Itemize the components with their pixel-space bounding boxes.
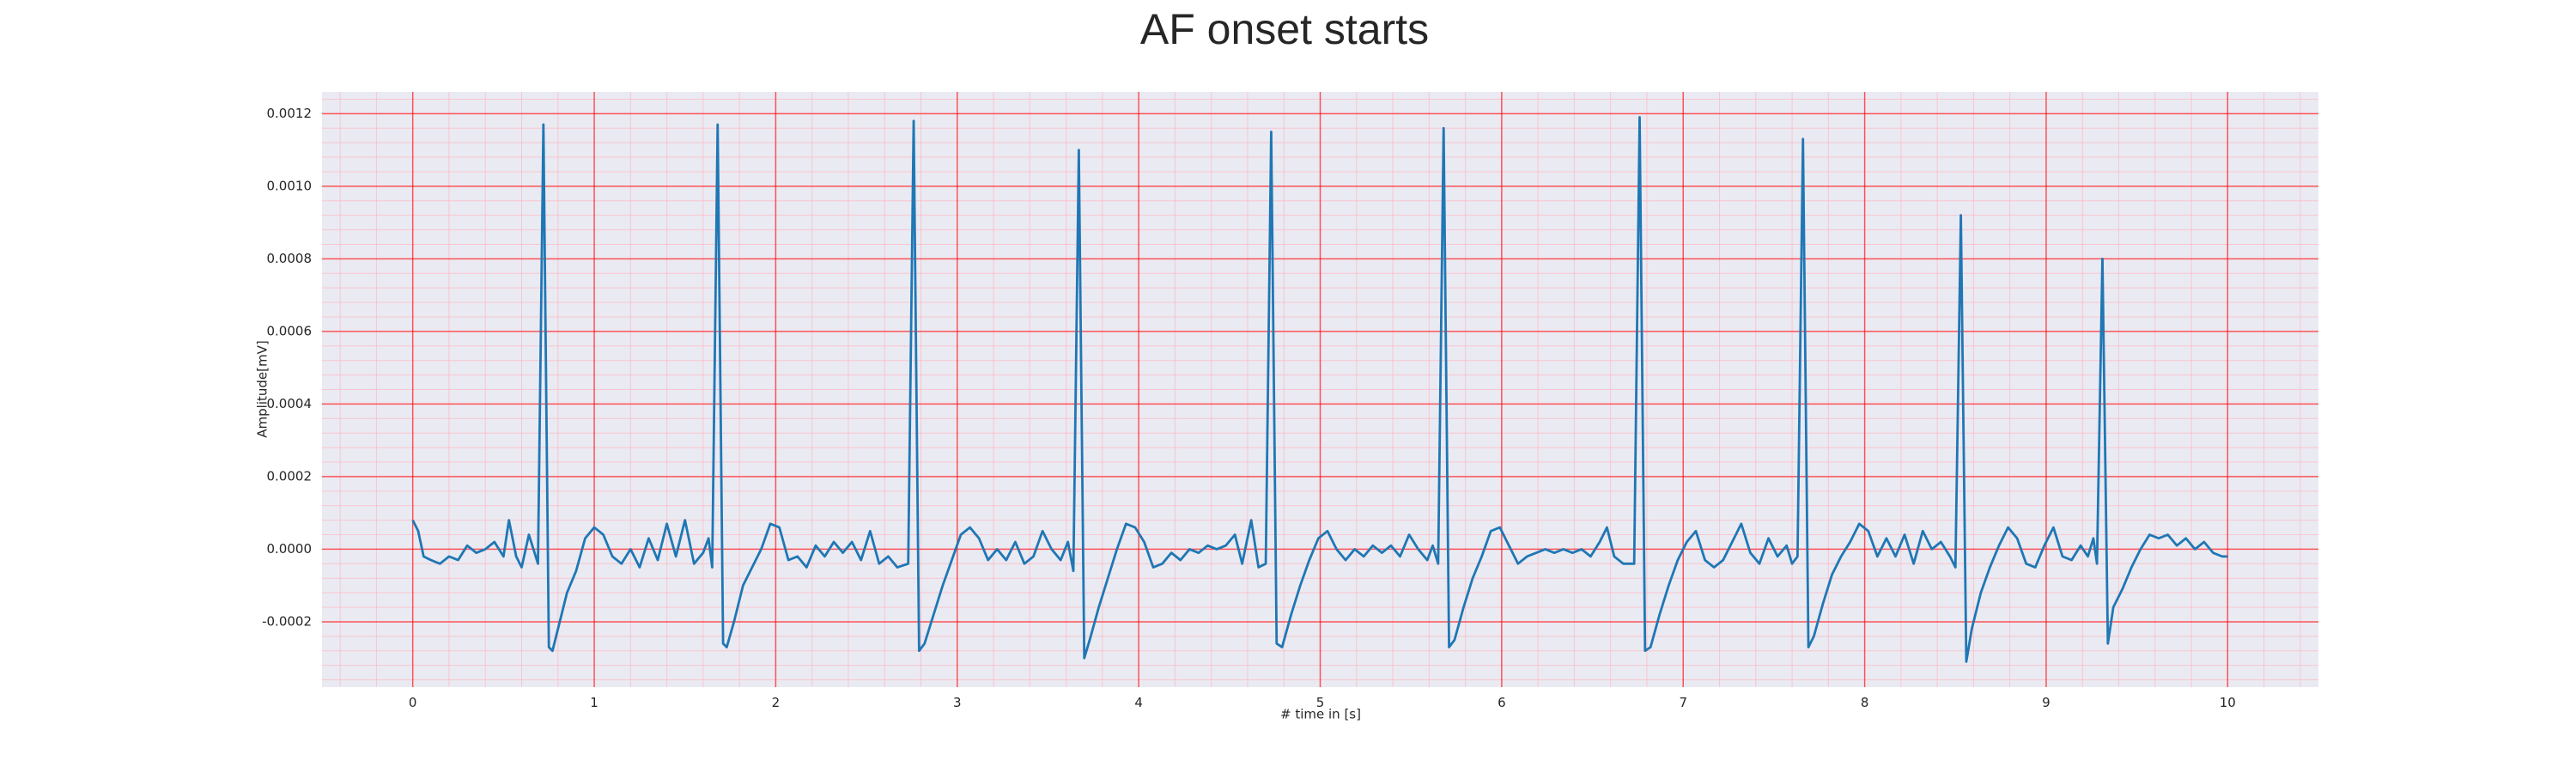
chart-title: AF onset starts <box>1140 5 1429 53</box>
y-axis-label: Amplitude[mV] <box>255 340 270 437</box>
x-tick-label: 3 <box>953 695 962 710</box>
x-tick-label: 10 <box>2220 695 2236 710</box>
x-tick-label: 6 <box>1498 695 1506 710</box>
y-tick-label: 0.0012 <box>267 106 313 121</box>
y-tick-label: 0.0000 <box>267 541 313 557</box>
y-tick-label: -0.0002 <box>262 613 312 629</box>
x-tick-label: 1 <box>590 695 598 710</box>
y-tick-label: 0.0010 <box>267 178 313 193</box>
y-tick-label: 0.0004 <box>267 396 313 411</box>
y-tick-label: 0.0002 <box>267 468 313 484</box>
x-axis-label: # time in [s] <box>1280 707 1361 722</box>
y-tick-label: 0.0006 <box>267 323 313 338</box>
x-tick-label: 2 <box>772 695 781 710</box>
x-tick-label: 0 <box>409 695 417 710</box>
x-tick-label: 7 <box>1679 695 1687 710</box>
x-tick-label: 8 <box>1861 695 1869 710</box>
y-tick-label: 0.0008 <box>267 251 313 266</box>
x-tick-label: 4 <box>1134 695 1143 710</box>
x-tick-label: 9 <box>2042 695 2050 710</box>
ecg-line <box>411 116 2228 663</box>
x-tick-label: 5 <box>1316 695 1325 710</box>
